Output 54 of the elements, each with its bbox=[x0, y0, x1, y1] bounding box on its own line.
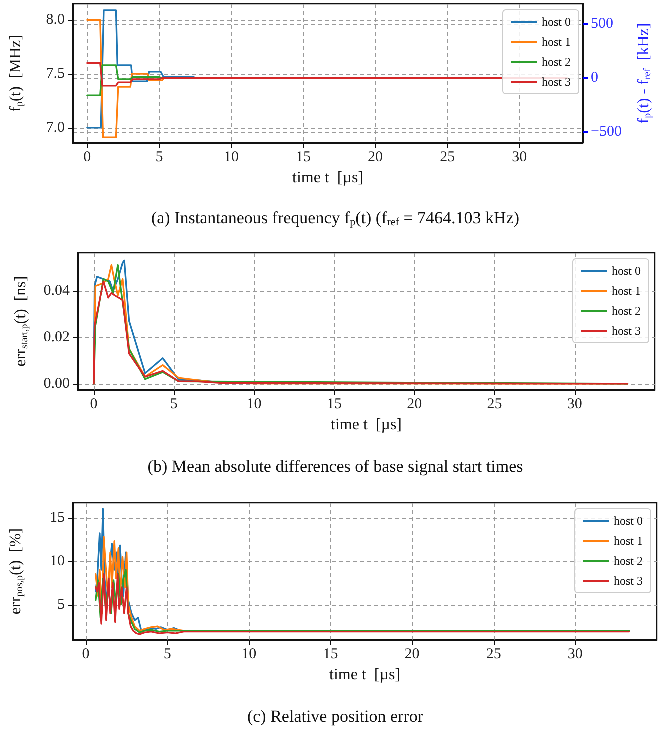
x-tick-label: 20 bbox=[404, 646, 420, 662]
y2-tick-label: −500 bbox=[591, 124, 622, 140]
x-tick-label: 5 bbox=[170, 396, 178, 412]
x-tick-label: 25 bbox=[487, 396, 502, 412]
x-tick-label: 15 bbox=[323, 646, 338, 662]
legend-label: host 3 bbox=[614, 574, 644, 588]
y-tick-label: 10 bbox=[50, 553, 65, 570]
y2-tick-label: 0 bbox=[591, 70, 598, 86]
x-tick-label: 10 bbox=[242, 646, 257, 662]
y-tick-label: 0.04 bbox=[44, 282, 70, 299]
legend-label: host 1 bbox=[542, 35, 572, 49]
y-tick-label: 7.0 bbox=[46, 120, 65, 136]
x-tick-label: 5 bbox=[156, 150, 164, 166]
x-tick-label: 0 bbox=[82, 646, 90, 662]
legend-label: host 0 bbox=[542, 15, 572, 29]
x-tick-label: 30 bbox=[567, 396, 582, 412]
y-tick-label: 7.5 bbox=[46, 66, 65, 82]
y-axis-title: fp(t) [MHz] bbox=[8, 35, 26, 112]
x-tick-label: 15 bbox=[326, 396, 342, 412]
x-tick-label: 30 bbox=[568, 646, 583, 662]
legend-label: host 2 bbox=[614, 554, 644, 568]
y-tick-label: 0.02 bbox=[44, 329, 70, 346]
y-axis-title: errpos,p(t) [%] bbox=[8, 528, 26, 615]
x-tick-label: 0 bbox=[90, 396, 98, 412]
text: (b) Mean absolute differences of base signal start times bbox=[148, 457, 524, 476]
y-tick-label: 0.00 bbox=[44, 376, 70, 392]
x-tick-label: 10 bbox=[246, 396, 262, 412]
x-axis-title: time t [µs] bbox=[292, 169, 364, 186]
legend-label: host 0 bbox=[614, 514, 644, 528]
x-tick-label: 30 bbox=[512, 150, 528, 166]
x-axis-title: time t [µs] bbox=[331, 416, 402, 434]
x-tick-label: 0 bbox=[84, 150, 92, 166]
legend-label: host 3 bbox=[612, 324, 642, 338]
x-tick-label: 15 bbox=[296, 150, 312, 166]
x-tick-label: 25 bbox=[486, 646, 502, 662]
y-tick-label: 5 bbox=[58, 596, 65, 613]
y2-tick-label: 500 bbox=[591, 16, 614, 32]
y-axis-title: errstart,p(t) [ns] bbox=[12, 276, 30, 367]
legend-label: host 1 bbox=[612, 284, 642, 298]
x-tick-label: 25 bbox=[440, 150, 456, 166]
x-tick-label: 10 bbox=[224, 150, 239, 166]
text: (c) Relative position error bbox=[247, 707, 424, 726]
legend-label: host 1 bbox=[614, 534, 644, 548]
legend-label: host 3 bbox=[542, 75, 572, 89]
y-tick-label: 8.0 bbox=[46, 12, 65, 28]
legend-label: host 2 bbox=[542, 55, 572, 69]
y2-axis-title: fp(t) - fref [kHz] bbox=[636, 23, 654, 124]
legend-label: host 0 bbox=[612, 264, 642, 278]
legend-label: host 2 bbox=[612, 304, 642, 318]
y-tick-label: 15 bbox=[50, 510, 65, 526]
x-tick-label: 20 bbox=[368, 150, 384, 166]
x-axis-title: time t [µs] bbox=[330, 666, 400, 684]
x-tick-label: 5 bbox=[164, 646, 172, 662]
x-tick-label: 20 bbox=[407, 396, 422, 412]
